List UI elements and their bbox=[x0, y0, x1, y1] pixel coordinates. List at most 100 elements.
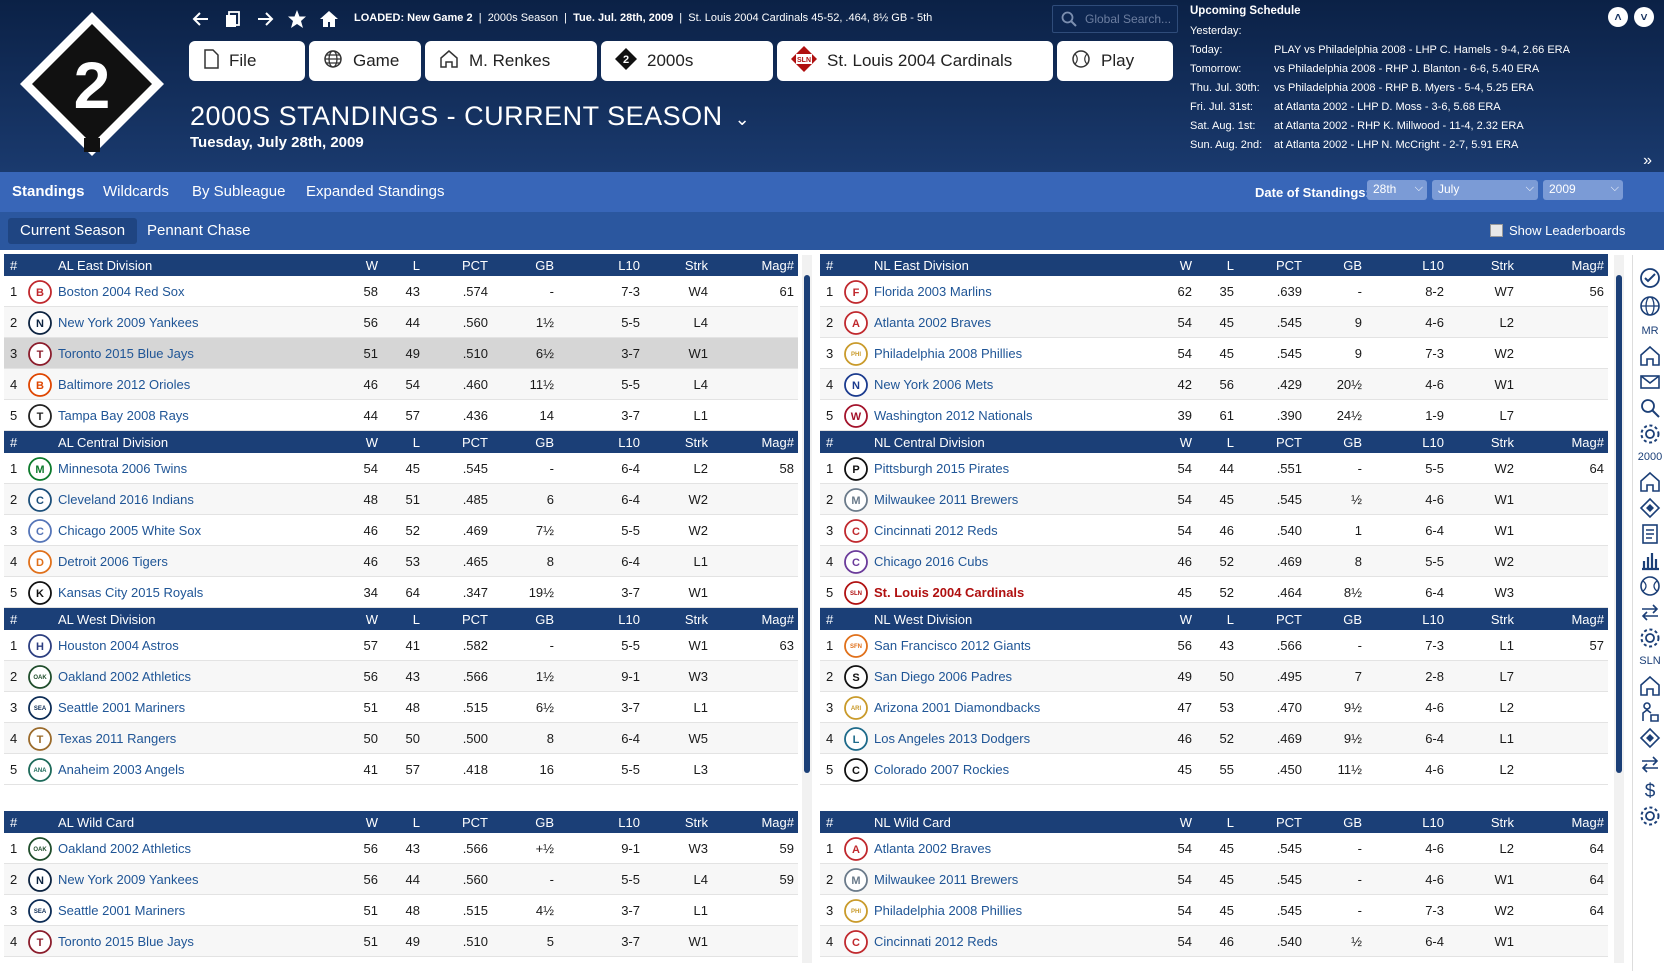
team-logo-icon[interactable]: ARI bbox=[844, 696, 868, 720]
team-logo-icon[interactable]: SEA bbox=[28, 696, 52, 720]
schedule-row[interactable]: Sun. Aug. 2nd: at Atlanta 2002 - LHP N. M… bbox=[1190, 135, 1630, 154]
team-name-link[interactable]: Washington 2012 Nationals bbox=[874, 407, 1033, 423]
division-name[interactable]: NL East Division bbox=[874, 257, 969, 273]
col-mag[interactable]: Mag# bbox=[761, 814, 794, 830]
page-title[interactable]: 2000S STANDINGS - CURRENT SEASON ⌄ bbox=[190, 101, 750, 132]
team-logo-icon[interactable]: SLN bbox=[844, 581, 868, 605]
col-w[interactable]: W bbox=[365, 814, 378, 830]
col-w[interactable]: W bbox=[365, 611, 378, 627]
team-name-link[interactable]: Oakland 2002 Athletics bbox=[58, 840, 191, 856]
table-row[interactable]: 5 SLN St. Louis 2004 Cardinals 45 52 .464 8½ 6-… bbox=[820, 577, 1608, 608]
col-l[interactable]: L bbox=[1226, 814, 1234, 830]
table-row[interactable]: 4 T Toronto 2015 Blue Jays 51 49 .510 5 3-7 W1 bbox=[4, 926, 798, 957]
home-icon[interactable] bbox=[1639, 675, 1661, 697]
col-strk[interactable]: Strk bbox=[684, 434, 708, 450]
table-row[interactable]: 3 SEA Seattle 2001 Mariners 51 48 .515 6½ 3-7 L1 bbox=[4, 692, 798, 723]
division-name[interactable]: NL West Division bbox=[874, 611, 973, 627]
team-logo-icon[interactable]: C bbox=[844, 519, 868, 543]
col-w[interactable]: W bbox=[1179, 611, 1192, 627]
division-name[interactable]: AL Wild Card bbox=[58, 814, 135, 830]
col-pct[interactable]: PCT bbox=[1276, 257, 1302, 273]
team-name-link[interactable]: Atlanta 2002 Braves bbox=[874, 840, 992, 856]
col-pct[interactable]: PCT bbox=[1276, 814, 1302, 830]
team-name-link[interactable]: Philadelphia 2008 Phillies bbox=[874, 902, 1023, 918]
team-name-link[interactable]: Texas 2011 Rangers bbox=[58, 730, 177, 746]
col-gb[interactable]: GB bbox=[1343, 814, 1362, 830]
col-pct[interactable]: PCT bbox=[462, 611, 488, 627]
team-name-link[interactable]: Chicago 2005 White Sox bbox=[58, 522, 202, 538]
team-name-link[interactable]: Cincinnati 2012 Reds bbox=[874, 933, 998, 949]
col-strk[interactable]: Strk bbox=[684, 257, 708, 273]
schedule-row[interactable]: Sat. Aug. 1st: at Atlanta 2002 - RHP K. M… bbox=[1190, 116, 1630, 135]
back-arrow-icon[interactable] bbox=[190, 8, 212, 30]
transfer-icon[interactable] bbox=[1639, 601, 1661, 623]
schedule-row[interactable]: Today: PLAY vs Philadelphia 2008 - LHP C.… bbox=[1190, 40, 1630, 59]
table-row[interactable]: 2 A Atlanta 2002 Braves 54 45 .545 9 4-6 L2 bbox=[820, 307, 1608, 338]
team-name-link[interactable]: New York 2009 Yankees bbox=[58, 314, 199, 330]
leaderboards-checkbox[interactable] bbox=[1490, 224, 1503, 237]
team-logo-icon[interactable]: C bbox=[844, 758, 868, 782]
col-l[interactable]: L bbox=[412, 611, 420, 627]
team-logo-icon[interactable]: N bbox=[28, 868, 52, 892]
scrollbar-thumb[interactable] bbox=[804, 275, 810, 773]
table-row[interactable]: 5 ANA Anaheim 2003 Angels 41 57 .418 16 5-5 L3 bbox=[4, 754, 798, 785]
col-w[interactable]: W bbox=[365, 434, 378, 450]
col-strk[interactable]: Strk bbox=[1490, 611, 1514, 627]
team-logo-icon[interactable]: C bbox=[28, 519, 52, 543]
expand-double-chevron-icon[interactable]: » bbox=[1643, 152, 1652, 169]
team-name-link[interactable]: Kansas City 2015 Royals bbox=[58, 584, 204, 600]
schedule-row[interactable]: Tomorrow: vs Philadelphia 2008 - RHP J. B… bbox=[1190, 59, 1630, 78]
subtab-current-season[interactable]: Current Season bbox=[8, 218, 138, 244]
table-row[interactable]: 2 N New York 2009 Yankees 56 44 .560 1½ 5-5 L4 bbox=[4, 307, 798, 338]
chevron-down-icon[interactable]: ⌄ bbox=[734, 109, 751, 129]
col-mag[interactable]: Mag# bbox=[1571, 257, 1604, 273]
team-logo-icon[interactable]: A bbox=[844, 837, 868, 861]
col-pct[interactable]: PCT bbox=[462, 434, 488, 450]
team-name-link[interactable]: New York 2009 Yankees bbox=[58, 871, 199, 887]
team-logo-icon[interactable]: SFN bbox=[844, 634, 868, 658]
team-name-link[interactable]: Anaheim 2003 Angels bbox=[58, 761, 185, 777]
team-name-link[interactable]: New York 2006 Mets bbox=[874, 376, 994, 392]
col-mag[interactable]: Mag# bbox=[1571, 814, 1604, 830]
table-row[interactable]: 2 M Milwaukee 2011 Brewers 54 45 .545 ½ 4-6 W1 bbox=[820, 484, 1608, 515]
col-l[interactable]: L bbox=[412, 257, 420, 273]
col-w[interactable]: W bbox=[1179, 814, 1192, 830]
team-name-link[interactable]: Colorado 2007 Rockies bbox=[874, 761, 1010, 777]
team-name-link[interactable]: Tampa Bay 2008 Rays bbox=[58, 407, 189, 423]
table-row[interactable]: 2 M Milwaukee 2011 Brewers 54 45 .545 - 4-6 W1 64 bbox=[820, 864, 1608, 895]
team-name-link[interactable]: Cleveland 2016 Indians bbox=[58, 491, 194, 507]
col-l10[interactable]: L10 bbox=[618, 257, 640, 273]
team-name-link[interactable]: Cincinnati 2012 Reds bbox=[874, 522, 998, 538]
team-name-link[interactable]: Atlanta 2002 Braves bbox=[874, 314, 992, 330]
team-name-link[interactable]: Pittsburgh 2015 Pirates bbox=[874, 460, 1010, 476]
col-gb[interactable]: GB bbox=[535, 611, 554, 627]
table-row[interactable]: 4 L Los Angeles 2013 Dodgers 46 52 .469 9½ 6-4 L… bbox=[820, 723, 1608, 754]
team-name-link[interactable]: Minnesota 2006 Twins bbox=[58, 460, 188, 476]
col-gb[interactable]: GB bbox=[535, 257, 554, 273]
table-row[interactable]: 2 N New York 2009 Yankees 56 44 .560 - 5-5 L4 59 bbox=[4, 864, 798, 895]
copy-icon[interactable] bbox=[222, 8, 244, 30]
col-gb[interactable]: GB bbox=[1343, 434, 1362, 450]
col-strk[interactable]: Strk bbox=[1490, 814, 1514, 830]
team-name-link[interactable]: Toronto 2015 Blue Jays bbox=[58, 345, 194, 361]
team-logo-icon[interactable]: D bbox=[28, 550, 52, 574]
table-row[interactable]: 4 N New York 2006 Mets 42 56 .429 20½ 4-6 W1 bbox=[820, 369, 1608, 400]
col-mag[interactable]: Mag# bbox=[1571, 434, 1604, 450]
al-scrollbar[interactable] bbox=[802, 255, 812, 963]
col-gb[interactable]: GB bbox=[535, 434, 554, 450]
search-icon[interactable] bbox=[1639, 397, 1661, 419]
team-name-link[interactable]: Milwaukee 2011 Brewers bbox=[874, 491, 1019, 507]
team-logo-icon[interactable]: K bbox=[28, 581, 52, 605]
col-pct[interactable]: PCT bbox=[1276, 434, 1302, 450]
diamond-icon[interactable] bbox=[1639, 727, 1661, 749]
team-menu-button[interactable]: SLN St. Louis 2004 Cardinals bbox=[777, 41, 1053, 81]
team-name-link[interactable]: Houston 2004 Astros bbox=[58, 637, 179, 653]
table-row[interactable]: 3 C Chicago 2005 White Sox 46 52 .469 7½ 5-5 W2 bbox=[4, 515, 798, 546]
tab-standings[interactable]: Standings bbox=[12, 183, 85, 200]
col-l10[interactable]: L10 bbox=[1422, 434, 1444, 450]
table-row[interactable]: 4 C Chicago 2016 Cubs 46 52 .469 8 5-5 W2 bbox=[820, 546, 1608, 577]
col-mag[interactable]: Mag# bbox=[761, 257, 794, 273]
schedule-row[interactable]: Yesterday: bbox=[1190, 21, 1630, 40]
team-logo-icon[interactable]: S bbox=[844, 665, 868, 689]
col-strk[interactable]: Strk bbox=[1490, 257, 1514, 273]
